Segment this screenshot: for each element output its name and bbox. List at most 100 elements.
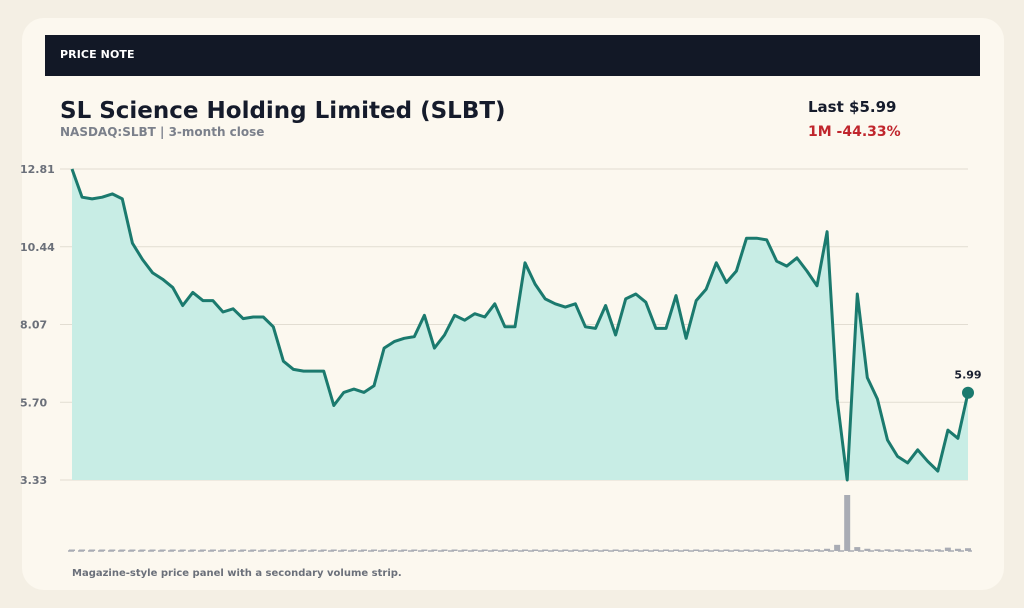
volume-bar bbox=[803, 549, 810, 551]
volume-bar bbox=[99, 549, 106, 551]
volume-bar bbox=[753, 549, 760, 551]
volume-bar bbox=[693, 549, 700, 551]
volume-bar bbox=[924, 549, 931, 551]
volume-bar bbox=[149, 549, 156, 551]
volume-bar bbox=[411, 549, 418, 551]
volume-bar bbox=[763, 549, 770, 551]
volume-bar bbox=[965, 548, 971, 551]
volume-bar bbox=[723, 549, 730, 551]
volume-bar bbox=[522, 549, 529, 551]
volume-bar bbox=[632, 549, 639, 551]
volume-bar bbox=[421, 549, 428, 551]
volume-bar bbox=[401, 549, 408, 551]
volume-bar bbox=[391, 549, 398, 551]
last-price: Last $5.99 bbox=[808, 98, 897, 116]
volume-bar bbox=[491, 549, 498, 551]
volume-bar bbox=[773, 549, 780, 551]
volume-bar bbox=[884, 549, 891, 551]
volume-bar bbox=[934, 549, 941, 551]
chart-caption: Magazine-style price panel with a second… bbox=[72, 568, 402, 579]
price-line bbox=[70, 168, 970, 482]
volume-bar bbox=[220, 549, 227, 551]
y-tick-label: 8.07 bbox=[20, 319, 47, 332]
volume-bar bbox=[270, 549, 277, 551]
price-note-banner: PRICE NOTE bbox=[45, 35, 980, 76]
volume-bar bbox=[894, 549, 901, 551]
volume-bar bbox=[874, 549, 881, 551]
y-axis-ticks: 12.81 10.44 8.07 5.70 3.33 bbox=[20, 163, 55, 487]
volume-bar bbox=[813, 549, 820, 551]
volume-bar bbox=[79, 549, 86, 551]
volume-bar bbox=[532, 549, 539, 551]
volume-bar bbox=[954, 548, 961, 551]
volume-bar bbox=[501, 549, 508, 551]
volume-bar bbox=[310, 549, 317, 551]
volume-bar bbox=[864, 548, 871, 551]
y-tick-label: 3.33 bbox=[20, 474, 47, 487]
volume-bar bbox=[743, 549, 750, 551]
volume-bar bbox=[381, 549, 388, 551]
volume-bar bbox=[703, 549, 710, 551]
volume-bar bbox=[119, 549, 126, 551]
volume-bar bbox=[109, 549, 116, 551]
volume-bar bbox=[662, 549, 669, 551]
volume-bar bbox=[350, 549, 357, 551]
volume-bar bbox=[511, 549, 518, 551]
last-point-dot bbox=[962, 386, 974, 399]
volume-bar bbox=[129, 549, 136, 551]
volume-bar bbox=[189, 549, 196, 551]
volume-bar bbox=[320, 549, 327, 551]
volume-bar bbox=[240, 549, 247, 551]
end-marker: 5.99 bbox=[954, 369, 982, 399]
volume-bar bbox=[844, 495, 851, 551]
volume-bar bbox=[683, 549, 690, 551]
volume-bar bbox=[431, 549, 438, 551]
volume-bar bbox=[89, 549, 96, 551]
volume-bar bbox=[300, 549, 307, 551]
volume-bar bbox=[904, 549, 911, 551]
volume-bar bbox=[834, 544, 841, 551]
volume-bar bbox=[824, 548, 831, 551]
volume-bar bbox=[622, 549, 629, 551]
volume-bar bbox=[441, 549, 448, 551]
volume-bar bbox=[944, 547, 951, 551]
volume-bar bbox=[471, 549, 478, 551]
volume-bar bbox=[914, 549, 921, 551]
volume-bar bbox=[854, 547, 861, 551]
volume-bar bbox=[481, 549, 488, 551]
volume-bar bbox=[461, 549, 468, 551]
one-month-change: 1M -44.33% bbox=[808, 124, 901, 140]
volume-bar bbox=[340, 549, 347, 551]
volume-bar bbox=[733, 549, 740, 551]
volume-bar bbox=[250, 549, 257, 551]
volume-bar bbox=[793, 549, 800, 551]
volume-bar bbox=[330, 549, 337, 551]
volume-bar bbox=[209, 549, 216, 551]
volume-bar bbox=[169, 549, 176, 551]
volume-bar bbox=[602, 549, 609, 551]
volume-bar bbox=[280, 549, 287, 551]
volume-strip bbox=[68, 495, 972, 552]
volume-bar bbox=[612, 549, 619, 551]
volume-bar bbox=[642, 549, 649, 551]
volume-bar bbox=[290, 549, 297, 551]
volume-bar bbox=[260, 549, 267, 551]
volume-bar bbox=[542, 549, 549, 551]
volume-bar bbox=[673, 549, 680, 551]
banner-label: PRICE NOTE bbox=[60, 48, 135, 61]
volume-bar bbox=[360, 549, 367, 551]
volume-bar bbox=[783, 549, 790, 551]
volume-bar bbox=[69, 549, 75, 551]
volume-bar bbox=[139, 549, 146, 551]
volume-bar bbox=[451, 549, 458, 551]
volume-bar bbox=[562, 549, 569, 551]
last-point-label: 5.99 bbox=[954, 369, 981, 382]
volume-bar bbox=[159, 549, 166, 551]
y-tick-label: 5.70 bbox=[20, 396, 47, 409]
volume-bar bbox=[582, 549, 589, 551]
volume-bar bbox=[572, 549, 579, 551]
volume-bar bbox=[371, 549, 378, 551]
volume-bar bbox=[652, 549, 659, 551]
volume-bar bbox=[713, 549, 720, 551]
volume-bar bbox=[552, 549, 559, 551]
